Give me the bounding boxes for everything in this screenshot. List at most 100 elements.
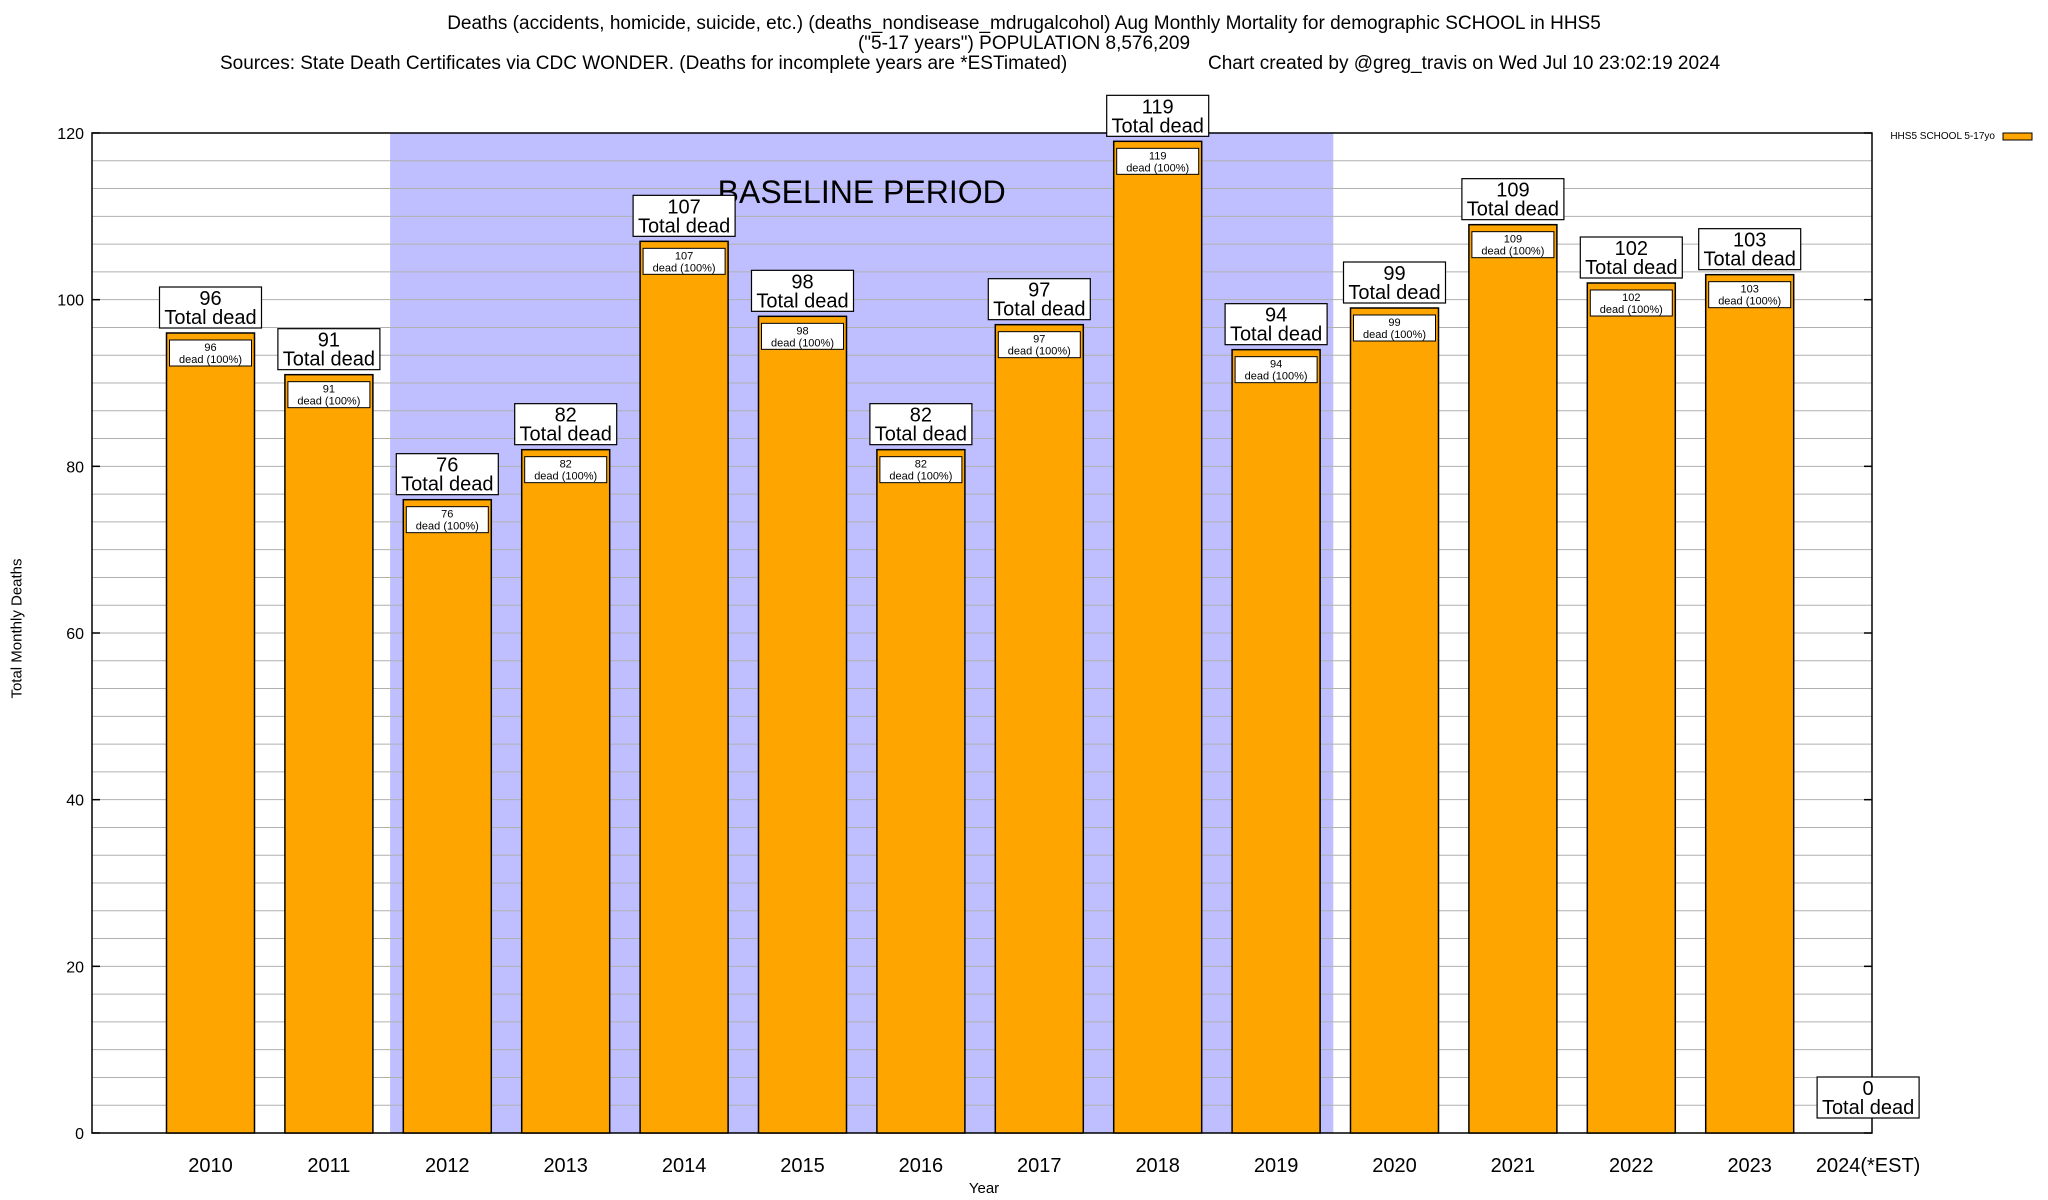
bar-top-value: 109 [1496, 180, 1529, 202]
bar-top-value: 96 [199, 288, 221, 310]
bar-inner-label-box [1471, 231, 1555, 259]
bar-inner-label-box [761, 322, 844, 350]
chart-credit: Chart created by @greg_travis on Wed Jul… [1208, 53, 1721, 74]
y-axis-label: Total Monthly Deaths [8, 558, 26, 699]
bar-top-label: Total dead [875, 424, 967, 446]
bar-top-value: 107 [667, 196, 700, 218]
bar-inner-value: 107 [675, 250, 693, 262]
bar-inner-label-box [1589, 289, 1673, 317]
bar-top-label-box [514, 403, 618, 446]
bar-inner-label: dead (100%) [1718, 296, 1781, 308]
bar-top-label: Total dead [401, 474, 493, 496]
bar-top-label-box [1816, 1076, 1920, 1119]
chart-title-line-1: Deaths (accidents, homicide, suicide, et… [447, 13, 1601, 34]
x-tick-label: 2011 [307, 1155, 350, 1177]
bar-top-label: Total dead [1704, 249, 1796, 271]
x-tick-label: 2015 [780, 1155, 825, 1177]
bar-top-label-box [1698, 228, 1802, 271]
bar-inner-label: dead (100%) [1245, 371, 1308, 383]
bar-top-label: Total dead [1348, 282, 1440, 304]
bar-top-label-box [158, 286, 263, 329]
bar-top-label-box [277, 328, 381, 371]
bar-top-value: 98 [791, 271, 813, 293]
bar [639, 240, 729, 1134]
bar-inner-value: 102 [1622, 292, 1640, 304]
bar-inner-label-box [287, 381, 371, 409]
bar-top-label-box [1106, 94, 1210, 137]
y-tick-label: 120 [57, 126, 84, 143]
x-tick-label: 2013 [543, 1155, 588, 1177]
bar [1349, 307, 1440, 1134]
bar-top-label: Total dead [283, 349, 375, 371]
bar-top-label: Total dead [993, 299, 1085, 321]
bar-top-value: 0 [1863, 1078, 1874, 1100]
bar-top-value: 82 [910, 405, 932, 427]
bar [1586, 282, 1677, 1134]
bar-inner-value: 119 [1149, 150, 1167, 162]
bar-top-label: Total dead [164, 307, 256, 329]
bar-top-value: 82 [555, 405, 577, 427]
chart-sources: Sources: State Death Certificates via CD… [220, 53, 1068, 74]
x-tick-label: 2016 [899, 1155, 944, 1177]
bar-inner-label: dead (100%) [1600, 304, 1663, 316]
bar-top-label: Total dead [1585, 257, 1677, 279]
bar-top-label: Total dead [1467, 199, 1559, 221]
bar-inner-label-box [1234, 356, 1318, 384]
y-tick-label: 100 [57, 293, 84, 310]
bar-inner-label: dead (100%) [1363, 329, 1426, 341]
bar-inner-label-box [405, 506, 489, 534]
bar-inner-label: dead (100%) [534, 471, 597, 483]
bar-top-label: Total dead [1112, 115, 1204, 137]
x-tick-label: 2012 [425, 1155, 470, 1177]
bar-inner-value: 82 [560, 459, 572, 471]
x-tick-label: 2023 [1727, 1155, 1772, 1177]
bar-top-label-box [869, 403, 973, 446]
bar-top-label-box [1342, 261, 1447, 304]
bar-inner-value: 82 [915, 459, 927, 471]
bar [1704, 273, 1795, 1134]
bar [994, 323, 1085, 1134]
x-tick-label: 2018 [1135, 1155, 1180, 1177]
bar-inner-value: 94 [1270, 359, 1282, 371]
bar [284, 373, 374, 1134]
bar-inner-label: dead (100%) [416, 521, 479, 533]
bar-inner-label-box [1708, 281, 1792, 309]
bar-inner-label: dead (100%) [179, 354, 242, 366]
bar-inner-value: 98 [796, 325, 808, 337]
y-tick-label: 20 [66, 959, 84, 976]
bar-inner-label-box [1353, 314, 1436, 342]
bar-inner-label: dead (100%) [1481, 246, 1544, 258]
bar-top-label-box [1461, 178, 1565, 221]
bar-inner-label: dead (100%) [771, 337, 834, 349]
bar-inner-value: 76 [441, 509, 453, 521]
bar-inner-label: dead (100%) [889, 471, 952, 483]
bar [520, 448, 611, 1134]
x-axis-label: Year [968, 1180, 1000, 1197]
bar-inner-value: 96 [204, 342, 216, 354]
x-tick-label: 2024(*EST) [1816, 1155, 1921, 1177]
bar-top-label-box [1579, 236, 1683, 279]
bar-inner-label-box [524, 456, 608, 484]
bar-inner-label-box [1116, 147, 1200, 175]
baseline-period-label: BASELINE PERIOD [718, 174, 1006, 210]
bar [1231, 348, 1321, 1134]
bar-top-value: 103 [1733, 230, 1766, 252]
legend-swatch [2002, 132, 2033, 141]
bar [757, 315, 848, 1134]
bar-top-label-box [632, 194, 736, 237]
bar [165, 332, 256, 1134]
bar [402, 498, 493, 1134]
y-tick-label: 60 [66, 626, 84, 643]
bar-top-value: 102 [1615, 238, 1648, 260]
bar-inner-label: dead (100%) [653, 262, 716, 274]
bar [1112, 140, 1203, 1134]
bar-top-label-box [395, 453, 499, 496]
bar [876, 448, 966, 1134]
bar-inner-value: 91 [323, 384, 335, 396]
bar [1468, 223, 1558, 1134]
x-tick-label: 2010 [188, 1155, 233, 1177]
bar-inner-value: 97 [1033, 334, 1045, 346]
x-tick-label: 2014 [662, 1155, 707, 1177]
bar-top-label-box [987, 278, 1091, 321]
